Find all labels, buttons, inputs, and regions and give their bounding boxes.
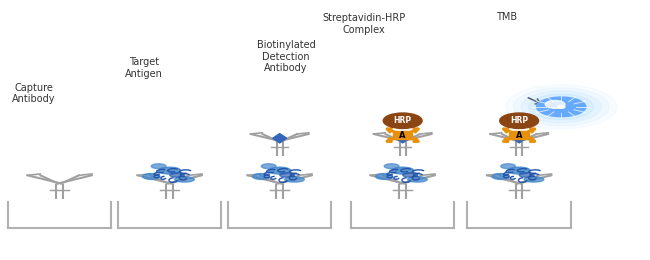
Ellipse shape [508, 167, 530, 174]
FancyBboxPatch shape [510, 131, 529, 139]
Ellipse shape [492, 173, 510, 179]
Ellipse shape [285, 177, 304, 182]
Ellipse shape [408, 177, 427, 182]
Circle shape [545, 101, 565, 108]
Ellipse shape [524, 177, 544, 182]
Text: Target
Antigen: Target Antigen [125, 57, 162, 79]
Circle shape [521, 91, 601, 123]
Circle shape [514, 88, 609, 126]
Text: A: A [516, 131, 523, 140]
Text: TMB: TMB [496, 12, 517, 22]
Circle shape [558, 105, 565, 108]
Ellipse shape [261, 164, 276, 169]
Ellipse shape [159, 167, 181, 174]
Text: Streptavidin-HRP
Complex: Streptavidin-HRP Complex [322, 13, 406, 35]
Ellipse shape [175, 177, 194, 182]
Polygon shape [273, 134, 287, 143]
Ellipse shape [391, 167, 414, 174]
Ellipse shape [170, 173, 185, 177]
Circle shape [529, 94, 593, 120]
Polygon shape [396, 134, 410, 143]
Text: HRP: HRP [510, 116, 528, 125]
Ellipse shape [151, 164, 166, 169]
Ellipse shape [384, 164, 399, 169]
Text: Biotinylated
Detection
Antibody: Biotinylated Detection Antibody [257, 40, 315, 73]
Ellipse shape [376, 173, 393, 179]
Text: HRP: HRP [394, 116, 411, 125]
Ellipse shape [268, 167, 291, 174]
Circle shape [500, 113, 539, 128]
Polygon shape [512, 134, 526, 143]
Ellipse shape [253, 173, 270, 179]
Ellipse shape [500, 164, 515, 169]
Ellipse shape [280, 173, 294, 177]
Ellipse shape [402, 173, 417, 177]
Text: A: A [399, 131, 406, 140]
Text: Capture
Antibody: Capture Antibody [12, 83, 55, 104]
Circle shape [537, 97, 586, 117]
Ellipse shape [519, 173, 534, 177]
FancyBboxPatch shape [393, 131, 412, 139]
Circle shape [384, 113, 422, 128]
Circle shape [537, 97, 586, 117]
Ellipse shape [142, 173, 160, 179]
